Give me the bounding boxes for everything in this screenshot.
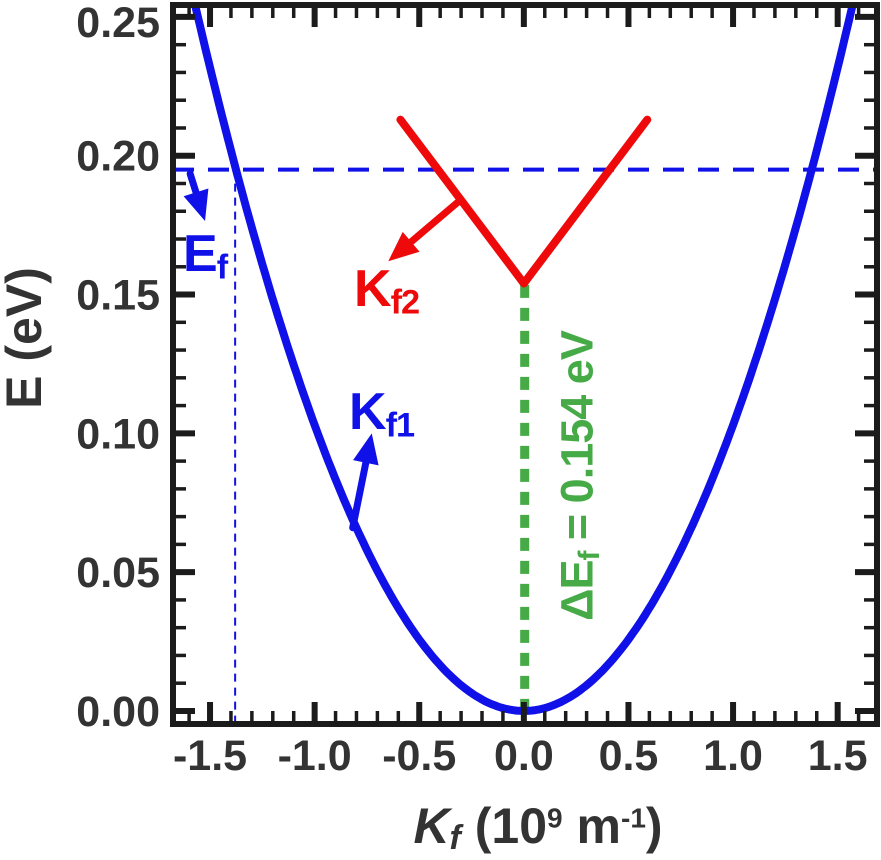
plot-frame (170, 2, 880, 727)
x-axis-unit-mid: m (562, 798, 621, 854)
x-tick-label: -1.0 (278, 732, 352, 780)
kf1-label-sub: f1 (385, 406, 415, 445)
x-tick-label: 1.0 (703, 732, 763, 780)
kf2-label-main: K (354, 260, 392, 318)
ef-label: Ef (183, 225, 228, 285)
delta-ef-label-pre: ΔE (551, 560, 603, 621)
y-tick-label: 0.15 (76, 272, 160, 320)
x-axis-symbol: K (413, 798, 450, 854)
kf1-label: Kf1 (349, 383, 415, 443)
kf2-label: Kf2 (354, 260, 420, 320)
x-axis-title: Kf (109 m-1) (413, 798, 663, 855)
delta-ef-label-value: = 0.154 eV (551, 331, 603, 552)
y-axis-title: E (eV) (0, 267, 52, 409)
ef-label-sub: f (216, 248, 228, 287)
dirac-cone-line (396, 115, 652, 288)
y-tick-label: 0.10 (76, 410, 160, 458)
kf2-label-sub: f2 (390, 283, 420, 322)
x-axis-symbol-sub: f (449, 819, 461, 858)
delta-ef-label-sub: f (573, 551, 607, 561)
x-axis-unit-open: (10 (460, 798, 548, 854)
x-axis-unit-close: ) (645, 798, 663, 854)
y-tick-label: 0.20 (76, 133, 160, 181)
kf1-arrow (349, 433, 379, 532)
y-tick-label: 0.25 (76, 0, 160, 47)
ef-label-main: E (183, 225, 218, 283)
x-tick-label: -1.5 (173, 732, 247, 780)
kf2-arrow (388, 198, 463, 262)
y-tick-label: 0.00 (76, 688, 160, 736)
x-tick-label: -0.5 (382, 732, 456, 780)
x-tick-label: 0.5 (599, 732, 659, 780)
x-tick-label: 0.0 (494, 732, 554, 780)
kf1-label-main: K (349, 383, 387, 441)
delta-ef-label: ΔEf = 0.154 eV (551, 331, 607, 621)
x-axis-exponent-2: -1 (620, 802, 646, 834)
x-tick-label: 1.5 (808, 732, 868, 780)
y-tick-label: 0.05 (76, 549, 160, 597)
x-axis-exponent: 9 (547, 802, 563, 834)
ef-arrow (183, 170, 209, 221)
